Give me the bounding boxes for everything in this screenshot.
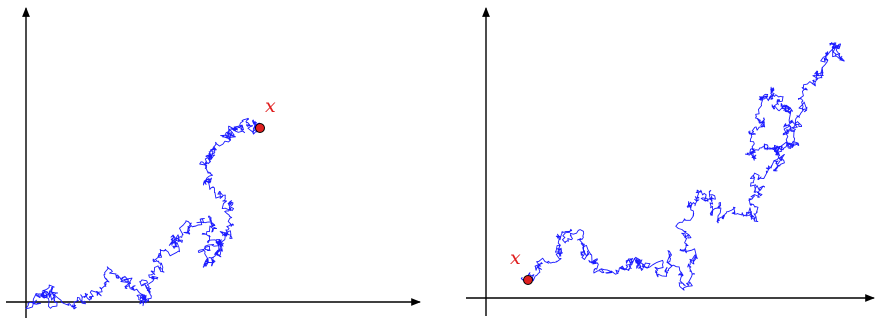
left-brownian-path [25, 117, 264, 310]
left-point-label: x [265, 95, 276, 117]
left-panel: x [6, 7, 421, 318]
right-brownian-path [520, 42, 845, 291]
right-point-label: x [510, 247, 521, 269]
right-point-x [523, 275, 533, 285]
left-point-x [255, 123, 265, 133]
right-panel: x [466, 7, 875, 316]
